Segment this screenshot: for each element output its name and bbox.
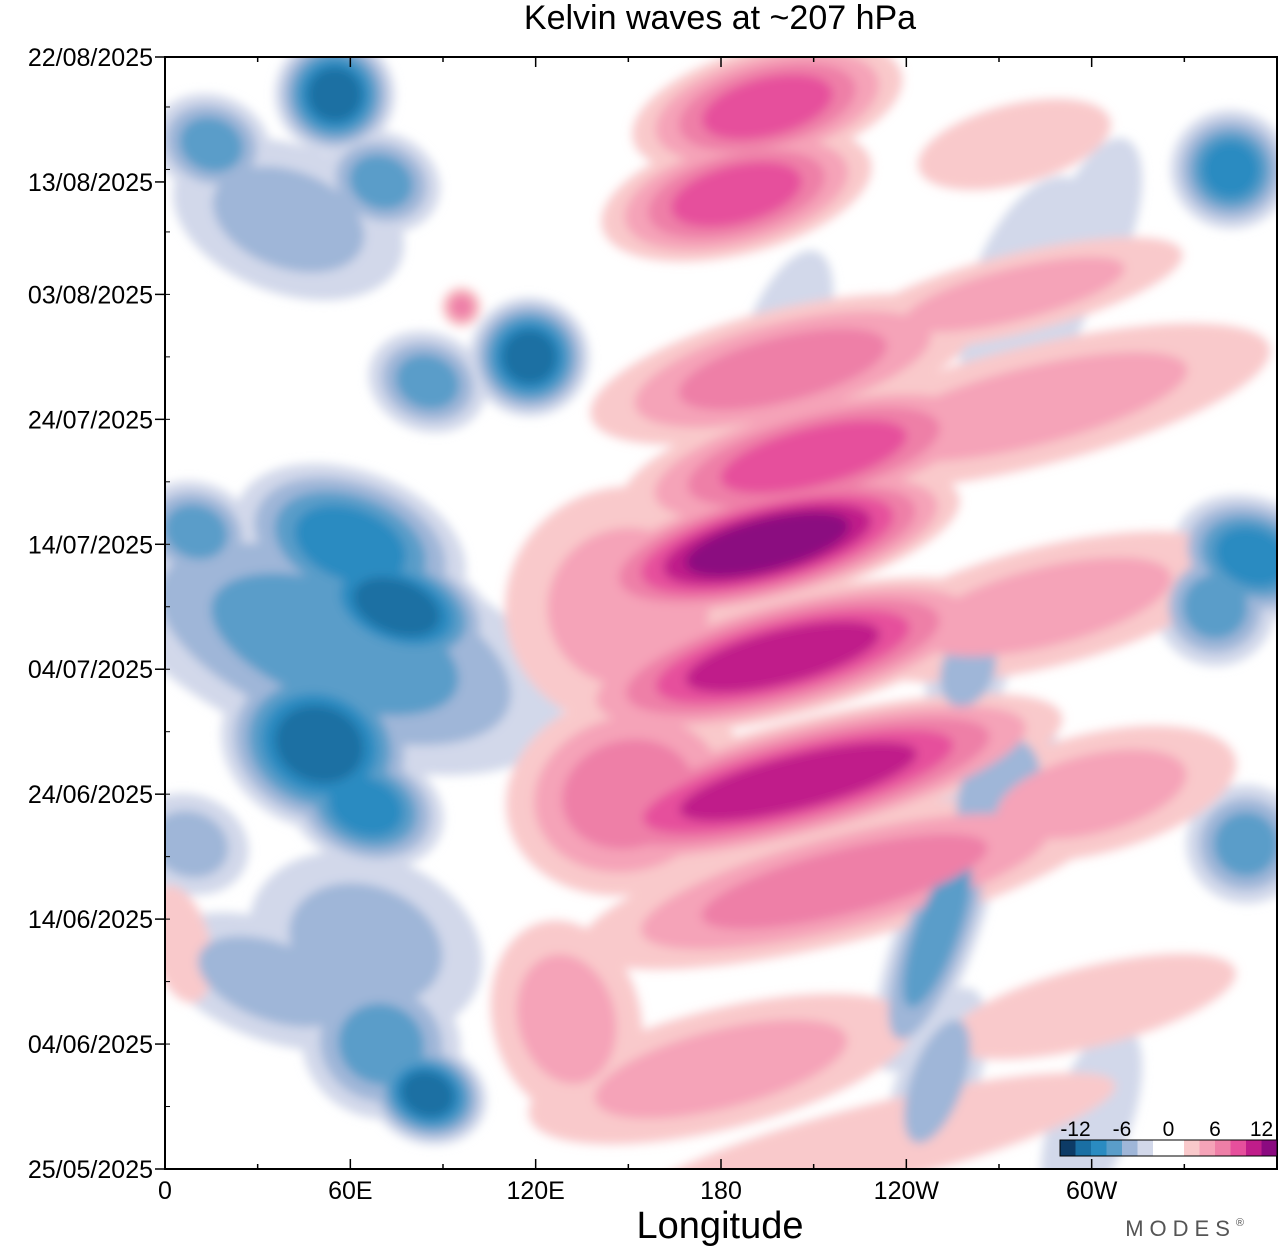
colorbar-swatch: [1246, 1140, 1262, 1156]
colorbar-swatch: [1261, 1140, 1278, 1156]
colorbar-tick-label: 0: [1163, 1118, 1175, 1141]
positive-anomaly-contour: [996, 749, 1187, 840]
negative-anomaly-contour: [903, 855, 972, 1008]
x-tick-label: 120W: [874, 1177, 940, 1205]
colorbar-swatch: [1230, 1140, 1247, 1156]
colorbar-swatch: [1215, 1140, 1231, 1156]
positive-anomaly-contour: [720, 420, 907, 494]
y-tick-label: 14/06/2025: [28, 906, 153, 934]
negative-anomaly-contour: [349, 154, 414, 210]
negative-anomaly-contour: [1213, 811, 1277, 877]
negative-anomaly-contour: [1214, 526, 1277, 587]
negative-anomaly-contour: [401, 1071, 455, 1117]
x-tick-label: 120E: [506, 1177, 564, 1205]
positive-anomaly-contour: [679, 742, 918, 822]
colorbar-tick-label: 6: [1209, 1118, 1221, 1141]
colorbar-legend: -12 -6 0 6 12: [1059, 1118, 1278, 1157]
negative-anomaly-contour: [179, 116, 244, 172]
positive-anomaly-contour: [635, 1072, 1116, 1169]
y-tick-label: 13/08/2025: [28, 169, 153, 197]
y-tick-label: 24/07/2025: [28, 406, 153, 434]
anomaly-contours: [165, 57, 1277, 1169]
negative-anomaly-contour: [502, 330, 557, 384]
positive-anomaly-contour: [516, 954, 617, 1084]
negative-anomaly-contour: [328, 776, 404, 837]
positive-anomaly-contour: [685, 621, 881, 693]
positive-anomaly-contour: [701, 74, 833, 140]
anomaly-field: [165, 57, 1277, 1169]
chart-title: Kelvin waves at ~207 hPa: [524, 0, 916, 37]
negative-anomaly-contour: [1182, 574, 1248, 639]
x-tick-label: 0: [158, 1177, 172, 1205]
colorbar-tick-label: -12: [1060, 1118, 1090, 1141]
y-tick-label: 22/08/2025: [28, 44, 153, 72]
colorbar-tick-label: -6: [1113, 1118, 1132, 1141]
positive-anomaly-contour: [919, 557, 1172, 657]
y-tick-label: 04/06/2025: [28, 1031, 153, 1059]
y-tick-label: 04/07/2025: [28, 656, 153, 684]
negative-anomaly-contour: [294, 505, 407, 584]
y-tick-label: 03/08/2025: [28, 281, 153, 309]
y-tick-label: 25/05/2025: [28, 1156, 153, 1184]
x-tick-label: 180: [700, 1177, 742, 1205]
positive-anomaly-contour: [904, 256, 1125, 332]
modes-logo-text: MODES®: [1125, 1216, 1250, 1241]
negative-anomaly-contour: [289, 882, 443, 1006]
positive-anomaly-contour: [165, 885, 213, 1003]
colorbar-swatch: [1184, 1140, 1200, 1156]
negative-anomaly-contour: [353, 577, 440, 637]
y-axis: 25/05/2025 04/06/2025 14/06/2025 24/06/2025…: [28, 44, 170, 1184]
colorbar-swatch: [1075, 1140, 1092, 1156]
colorbar-swatch: [1122, 1140, 1138, 1156]
x-axis: 0 60E 120E 180 120W 60W: [158, 57, 1278, 1205]
x-tick-label: 60W: [1066, 1177, 1118, 1205]
negative-anomaly-contour: [904, 1019, 971, 1144]
colorbar-swatch: [1106, 1140, 1123, 1156]
negative-anomaly-contour: [165, 810, 229, 878]
colorbar-swatch: [1168, 1140, 1185, 1156]
positive-anomaly-contour: [450, 296, 473, 318]
positive-anomaly-contour: [594, 1019, 848, 1119]
negative-anomaly-contour: [212, 166, 365, 273]
negative-anomaly-contour: [165, 504, 228, 560]
brand-name: MODES: [1125, 1216, 1236, 1241]
positive-anomaly-contour: [947, 953, 1236, 1060]
negative-anomaly-contour: [307, 67, 362, 122]
positive-anomaly-contour: [685, 512, 850, 577]
negative-anomaly-contour: [275, 705, 364, 783]
negative-anomaly-contour: [1201, 140, 1260, 199]
colorbar-tick-label: 12: [1250, 1118, 1273, 1141]
colorbar-swatch: [1091, 1140, 1107, 1156]
positive-anomaly-contour: [701, 834, 988, 930]
negative-anomaly-contour: [395, 354, 460, 410]
colorbar-swatch: [1137, 1140, 1154, 1156]
x-axis-label: Longitude: [637, 1205, 804, 1247]
positive-anomaly-contour: [678, 328, 887, 411]
x-tick-label: 60E: [328, 1177, 372, 1205]
colorbar-swatch: [1199, 1140, 1216, 1156]
positive-anomaly-contour: [918, 98, 1111, 191]
y-tick-label: 14/07/2025: [28, 531, 153, 559]
colorbar-swatch: [1153, 1140, 1169, 1156]
positive-anomaly-contour: [872, 352, 1188, 462]
colorbar-swatch: [1060, 1140, 1076, 1156]
negative-anomaly-contour: [1041, 1025, 1143, 1169]
positive-anomaly-contour: [671, 161, 802, 227]
colorbar-frame: [1059, 1139, 1278, 1157]
y-tick-label: 24/06/2025: [28, 781, 153, 809]
brand-mark: ®: [1236, 1217, 1250, 1229]
